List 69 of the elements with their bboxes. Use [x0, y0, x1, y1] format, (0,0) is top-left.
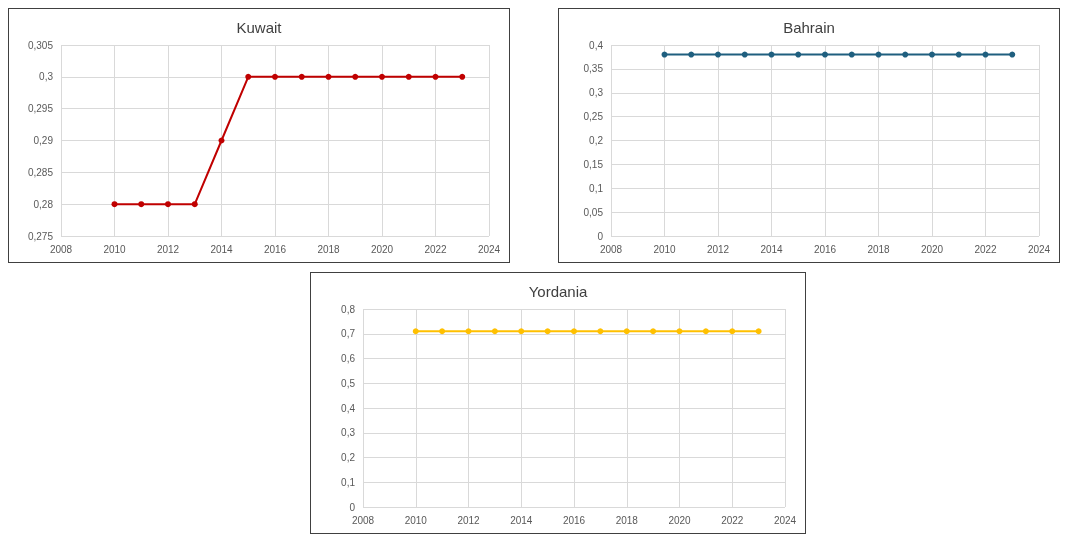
x-tick-label: 2010: [653, 243, 677, 255]
y-tick-label: 0,5: [341, 377, 356, 389]
point: [272, 73, 278, 80]
point: [298, 73, 305, 80]
y-tick-label: 0,35: [583, 63, 604, 75]
x-tick-label: 2012: [156, 243, 180, 255]
point: [218, 137, 225, 144]
y-tick-label: 0: [597, 230, 604, 242]
x-tick-label: 2018: [317, 243, 341, 255]
x-tick-label: 2020: [920, 243, 944, 255]
y-tick-label: 0,295: [27, 103, 54, 115]
point: [191, 201, 198, 208]
y-tick-label: 0,4: [589, 39, 604, 51]
chart-title: Kuwait: [236, 19, 283, 36]
x-tick-label: 2022: [424, 243, 448, 255]
x-tick-label: 2010: [103, 243, 127, 255]
point: [352, 73, 359, 80]
x-tick-label: 2018: [615, 514, 639, 526]
x-tick-label: 2010: [404, 514, 428, 526]
x-tick-label: 2014: [210, 243, 234, 255]
y-tick-label: 0,3: [341, 427, 356, 439]
point: [432, 73, 439, 80]
x-tick-label: 2012: [706, 243, 730, 255]
y-tick-label: 0,25: [583, 111, 604, 123]
x-tick-label: 2020: [370, 243, 394, 255]
x-tick-label: 2022: [974, 243, 998, 255]
point: [325, 73, 332, 80]
y-tick-label: 0,2: [589, 135, 604, 146]
x-tick-label: 2008: [351, 514, 375, 526]
x-tick-label: 2022: [721, 514, 744, 526]
x-tick-label: 2008: [49, 243, 73, 255]
y-tick-label: 0,05: [583, 206, 604, 218]
y-tick-label: 0,2: [341, 452, 356, 463]
x-tick-label: 2016: [813, 243, 837, 255]
point: [165, 201, 171, 208]
y-tick-label: 0,6: [341, 353, 356, 364]
x-tick-label: 2012: [457, 514, 481, 526]
x-tick-label: 2024: [773, 514, 797, 526]
y-tick-label: 0,305: [27, 39, 54, 51]
point: [459, 73, 466, 80]
y-tick-label: 0,3: [589, 87, 604, 99]
point: [379, 73, 385, 80]
y-tick-label: 0,1: [589, 182, 604, 194]
y-tick-label: 0,275: [27, 230, 54, 242]
x-tick-label: 2014: [510, 514, 533, 526]
x-tick-label: 2016: [263, 243, 287, 255]
y-tick-label: 0,8: [341, 303, 356, 315]
y-tick-label: 0: [349, 501, 356, 513]
y-tick-label: 0,15: [583, 158, 604, 170]
chart-title: Bahrain: [783, 19, 835, 36]
point: [405, 73, 412, 80]
x-tick-label: 2020: [668, 514, 692, 526]
y-tick-label: 0,28: [33, 198, 54, 210]
point: [111, 201, 118, 208]
point: [138, 201, 145, 208]
y-tick-label: 0,3: [39, 71, 54, 83]
point: [245, 73, 252, 80]
y-tick-label: 0,7: [341, 328, 356, 340]
y-tick-label: 0,29: [33, 135, 54, 146]
x-tick-label: 2018: [867, 243, 891, 255]
x-tick-label: 2014: [760, 243, 784, 255]
x-tick-label: 2008: [599, 243, 623, 255]
y-tick-label: 0,285: [27, 166, 54, 178]
chart-title: Yordania: [528, 283, 588, 300]
x-tick-label: 2016: [562, 514, 586, 526]
y-tick-label: 0,4: [341, 402, 356, 414]
x-tick-label: 2024: [1027, 243, 1051, 255]
y-tick-label: 0,1: [341, 476, 356, 488]
x-tick-label: 2024: [477, 243, 501, 255]
